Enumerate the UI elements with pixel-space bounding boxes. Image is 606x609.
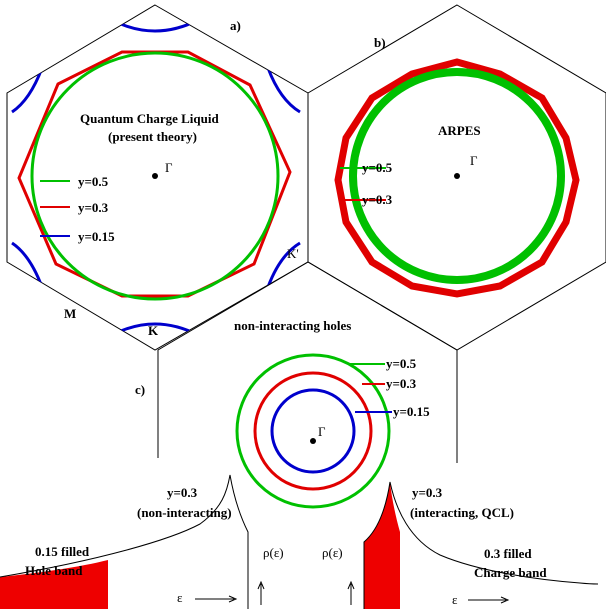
dos-right-epsilon-arrowhead [500,596,510,604]
dos-left-rho-label: ρ(ε) [263,545,284,560]
gamma-point-c [310,438,316,444]
legend-label-b-0: y=0.5 [362,160,393,175]
fermi-arc-blue-top-right [266,67,301,114]
legend-label-c-2: y=0.15 [393,404,430,419]
dos-left-epsilon-label: ε [177,590,183,605]
gamma-label-b: Γ [470,153,478,168]
legend-label-a-1: y=0.3 [78,200,109,215]
dos-right-label-2: (interacting, QCL) [410,505,514,520]
dos-left-rho-arrowhead [257,580,265,590]
dos-left-filled-region [0,560,108,609]
legend-label-a-2: y=0.15 [78,229,115,244]
dos-left-epsilon-arrowhead [228,595,238,603]
dos-right-rho-label: ρ(ε) [322,545,343,560]
panel-a-tag: a) [230,18,241,33]
dos-right-curve [363,481,599,609]
dos-right-filled-region [364,482,400,609]
dos-left-fill-2: Hole band [25,563,83,578]
dos-right-fill-1: 0.3 filled [484,546,532,561]
panel-b: Γ b) ARPES y=0.5 y=0.3 [307,4,606,351]
legend-label-b-1: y=0.3 [362,192,393,207]
gamma-label-c: Γ [318,424,326,439]
dos-right-fill-2: Charge band [474,565,547,580]
panel-c-tag: c) [135,382,145,397]
panel-a-title-1: Quantum Charge Liquid [80,111,219,126]
legend-label-a-0: y=0.5 [78,174,109,189]
fermi-surface-blue-c [270,388,356,474]
gamma-point-b [454,173,460,179]
dos-right-epsilon-label: ε [452,592,458,607]
point-k-label: K [148,323,159,338]
panel-c: non-interacting holes c) Γ y=0.5 y=0.3 y… [135,261,458,509]
point-k-prime-label: K' [287,246,299,261]
dos-left-fill-1: 0.15 filled [35,544,90,559]
dos-left-curve [0,474,249,609]
point-m-label: M [64,306,76,321]
brillouin-zone-c-partial [157,261,458,463]
fermi-surface-green-b [349,68,565,284]
panel-b-title: ARPES [438,123,481,138]
fermi-surface-red-b [334,58,580,298]
dos-left: y=0.3 (non-interacting) 0.15 filled Hole… [0,474,284,609]
fermi-arc-blue-bottom-right [266,241,301,288]
panel-c-title: non-interacting holes [234,318,351,333]
dos-right: y=0.3 (interacting, QCL) 0.3 filled Char… [322,481,599,609]
fermi-surface-green-c [235,353,391,509]
dos-left-label-1: y=0.3 [167,485,198,500]
panel-a-title-2: (present theory) [108,129,197,144]
legend-label-c-1: y=0.3 [386,376,417,391]
dos-left-label-2: (non-interacting) [137,505,232,520]
dos-right-label-1: y=0.3 [412,485,443,500]
dos-right-rho-arrowhead [347,580,355,590]
fermi-arc-blue-top [111,18,199,33]
panel-b-tag: b) [374,35,386,50]
legend-label-c-0: y=0.5 [386,356,417,371]
gamma-label-a: Γ [165,160,173,175]
panel-a: Γ a) Quantum Charge Liquid (present theo… [6,4,309,351]
fermi-surface-red-c [253,371,373,491]
gamma-point-a [152,173,158,179]
fermi-surface-green-a [30,51,280,301]
